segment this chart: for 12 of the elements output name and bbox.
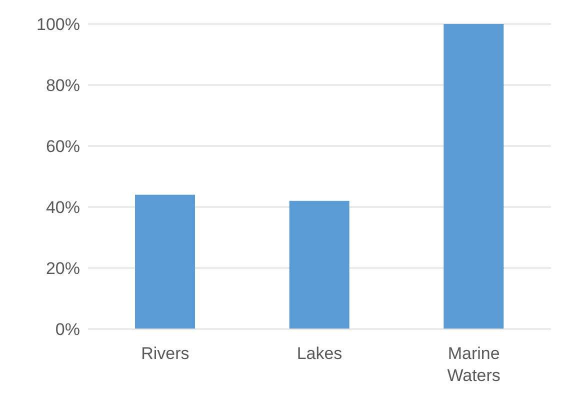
bar xyxy=(135,194,195,329)
x-tick-label: Lakes xyxy=(296,344,342,363)
y-tick-label: 100% xyxy=(36,15,80,34)
y-tick-label: 40% xyxy=(46,198,80,218)
y-tick-label: 20% xyxy=(46,259,80,278)
y-tick-label: 60% xyxy=(46,137,80,156)
bar xyxy=(289,200,350,329)
bar xyxy=(444,24,504,329)
x-tick-label: Marine Waters xyxy=(447,344,500,385)
x-tick-label: Rivers xyxy=(141,344,190,363)
y-tick-label: 0% xyxy=(55,320,80,340)
y-tick-label: 80% xyxy=(46,76,80,96)
